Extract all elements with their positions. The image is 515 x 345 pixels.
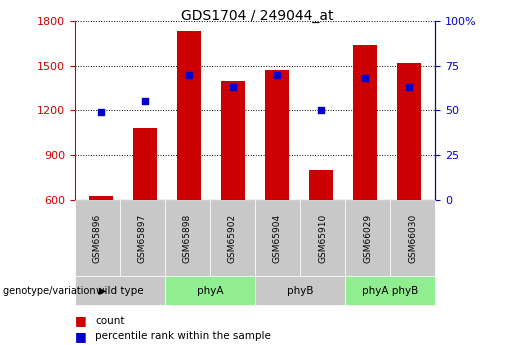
Text: genotype/variation ▶: genotype/variation ▶ [3,286,106,296]
Text: phyA phyB: phyA phyB [362,286,418,296]
Text: GSM65902: GSM65902 [228,214,237,263]
Point [185,72,193,77]
Point [273,72,281,77]
Text: ■: ■ [75,314,87,327]
Text: GSM66029: GSM66029 [363,214,372,263]
Bar [397,62,421,200]
Text: phyA: phyA [197,286,223,296]
Bar [177,31,201,200]
Point [317,108,325,113]
Text: GSM66030: GSM66030 [408,214,417,263]
Text: GSM65897: GSM65897 [138,214,147,263]
Text: percentile rank within the sample: percentile rank within the sample [95,332,271,341]
Text: GDS1704 / 249044_at: GDS1704 / 249044_at [181,9,334,23]
Bar [353,45,377,200]
Bar [89,196,113,200]
Bar [309,170,333,200]
Text: phyB: phyB [287,286,313,296]
Point [229,84,237,90]
Text: count: count [95,316,125,326]
Point [97,109,105,115]
Text: GSM65898: GSM65898 [183,214,192,263]
Text: wild type: wild type [96,286,144,296]
Bar [221,80,245,200]
Point [405,84,413,90]
Text: ■: ■ [75,330,87,343]
Point [360,75,369,81]
Text: GSM65910: GSM65910 [318,214,327,263]
Bar [265,70,289,200]
Point [141,99,149,104]
Bar [133,128,157,200]
Text: GSM65896: GSM65896 [93,214,101,263]
Text: GSM65904: GSM65904 [273,214,282,263]
